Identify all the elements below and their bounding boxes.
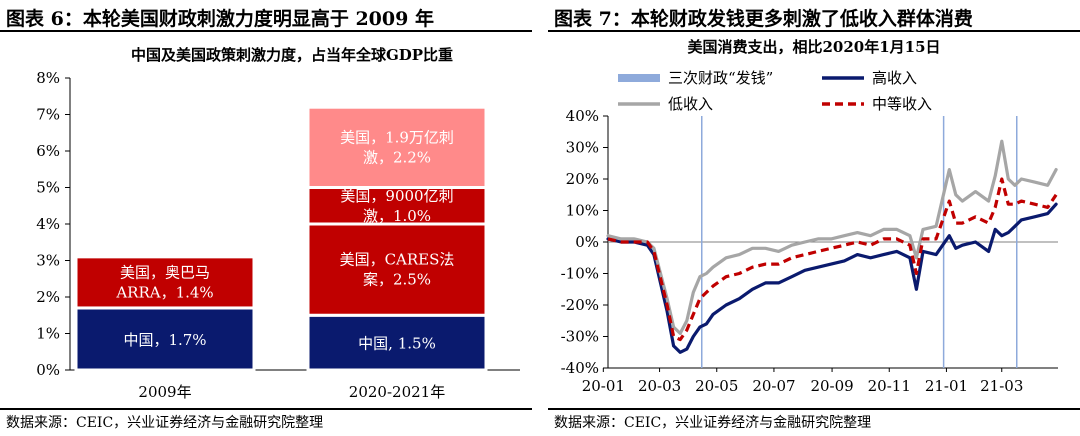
bar-data-label: 中国，1.7% — [123, 331, 206, 349]
legend-label: 低收入 — [668, 95, 713, 113]
bar-segment — [306, 186, 488, 226]
series-line — [606, 202, 1058, 354]
x-tick-label: 2020-2021年 — [349, 383, 445, 401]
title-rule — [548, 30, 1080, 32]
source-note: 数据来源：CEIC，兴业证券经济与金融研究院整理 — [554, 415, 872, 431]
x-tick-label: 2009年 — [138, 383, 191, 401]
source-rule — [548, 408, 1080, 410]
y-tick-label: 8% — [36, 69, 60, 87]
series-line — [607, 177, 1058, 342]
bar-data-label: 美国，9000亿刺 — [340, 187, 453, 205]
y-tick-label: 5% — [36, 179, 60, 197]
series-line — [606, 139, 1058, 335]
source-note: 数据来源：CEIC，兴业证券经济与金融研究院整理 — [6, 415, 324, 431]
bar-data-label: ARRA，1.4% — [115, 283, 213, 301]
x-tick-label: 20-05 — [695, 377, 738, 395]
bar-segment — [306, 313, 488, 372]
y-tick-label: -40% — [561, 359, 599, 377]
x-tick-label: 20-07 — [752, 377, 795, 395]
y-tick-label: 30% — [566, 139, 599, 157]
x-tick-label: 21-03 — [980, 377, 1023, 395]
y-tick-label: -10% — [561, 265, 599, 283]
legend-label: 中等收入 — [872, 95, 932, 113]
y-tick-label: 0% — [36, 361, 60, 379]
y-tick-label: -20% — [561, 296, 599, 314]
legend-label: 三次财政“发钱” — [668, 69, 773, 87]
bar-data-label: 激，1.0% — [363, 207, 431, 225]
y-tick-label: 6% — [36, 142, 60, 160]
left-figure-panel: 图表 6：本轮美国财政刺激力度明显高于 2009 年 中国及美国政策刺激力度，占… — [0, 0, 532, 436]
source-rule — [0, 408, 532, 410]
bar-data-label: 美国，CARES法 — [340, 251, 455, 269]
x-tick-label: 20-03 — [638, 377, 681, 395]
legend-label: 高收入 — [872, 69, 917, 87]
bar-segment — [74, 255, 256, 310]
bar-segment — [74, 306, 256, 372]
x-tick-label: 20-01 — [582, 377, 625, 395]
y-tick-label: 10% — [566, 202, 599, 220]
chart-title: 中国及美国政策刺激力度，占当年全球GDP比重 — [131, 46, 453, 64]
line-chart: 美国消费支出，相比2020年1月15日 -40% -30% -20% -10% 0% 10… — [561, 38, 1058, 395]
y-tick-label: 1% — [36, 325, 60, 343]
bar-data-label: 美国，奥巴马 — [120, 263, 210, 281]
bar-data-label: 激，2.2% — [363, 148, 431, 166]
right-figure-panel: 图表 7：本轮财政发钱更多刺激了低收入群体消费 美国消费支出，相比2020年1月… — [548, 0, 1080, 436]
y-tick-label: 40% — [566, 107, 599, 125]
legend-swatch — [618, 74, 660, 82]
figure-title: 图表 7：本轮财政发钱更多刺激了低收入群体消费 — [554, 8, 973, 30]
bar-segment — [306, 222, 488, 317]
chart-title: 美国消费支出，相比2020年1月15日 — [687, 38, 940, 56]
bar-segment — [306, 105, 488, 189]
bar-data-label: 案，2.5% — [363, 271, 431, 289]
y-tick-label: 2% — [36, 288, 60, 306]
x-tick-label: 20-09 — [810, 377, 853, 395]
y-tick-label: 20% — [566, 170, 599, 188]
y-tick-label: 0% — [575, 233, 599, 251]
title-rule — [0, 30, 532, 32]
y-tick-label: 3% — [36, 252, 60, 270]
x-tick-label: 20-11 — [868, 377, 911, 395]
figure-title: 图表 6：本轮美国财政刺激力度明显高于 2009 年 — [6, 8, 434, 30]
bar-data-label: 中国, 1.5% — [358, 335, 436, 353]
y-tick-label: 7% — [36, 106, 60, 124]
y-tick-label: 4% — [36, 215, 60, 233]
bar-data-label: 美国，1.9万亿刺 — [340, 128, 454, 146]
y-tick-label: -30% — [561, 328, 599, 346]
stacked-bar-chart: 中国及美国政策刺激力度，占当年全球GDP比重 0% 1% 2% 3% 4% 5% 6% 7% 8… — [36, 46, 520, 401]
x-tick-label: 21-01 — [925, 377, 968, 395]
